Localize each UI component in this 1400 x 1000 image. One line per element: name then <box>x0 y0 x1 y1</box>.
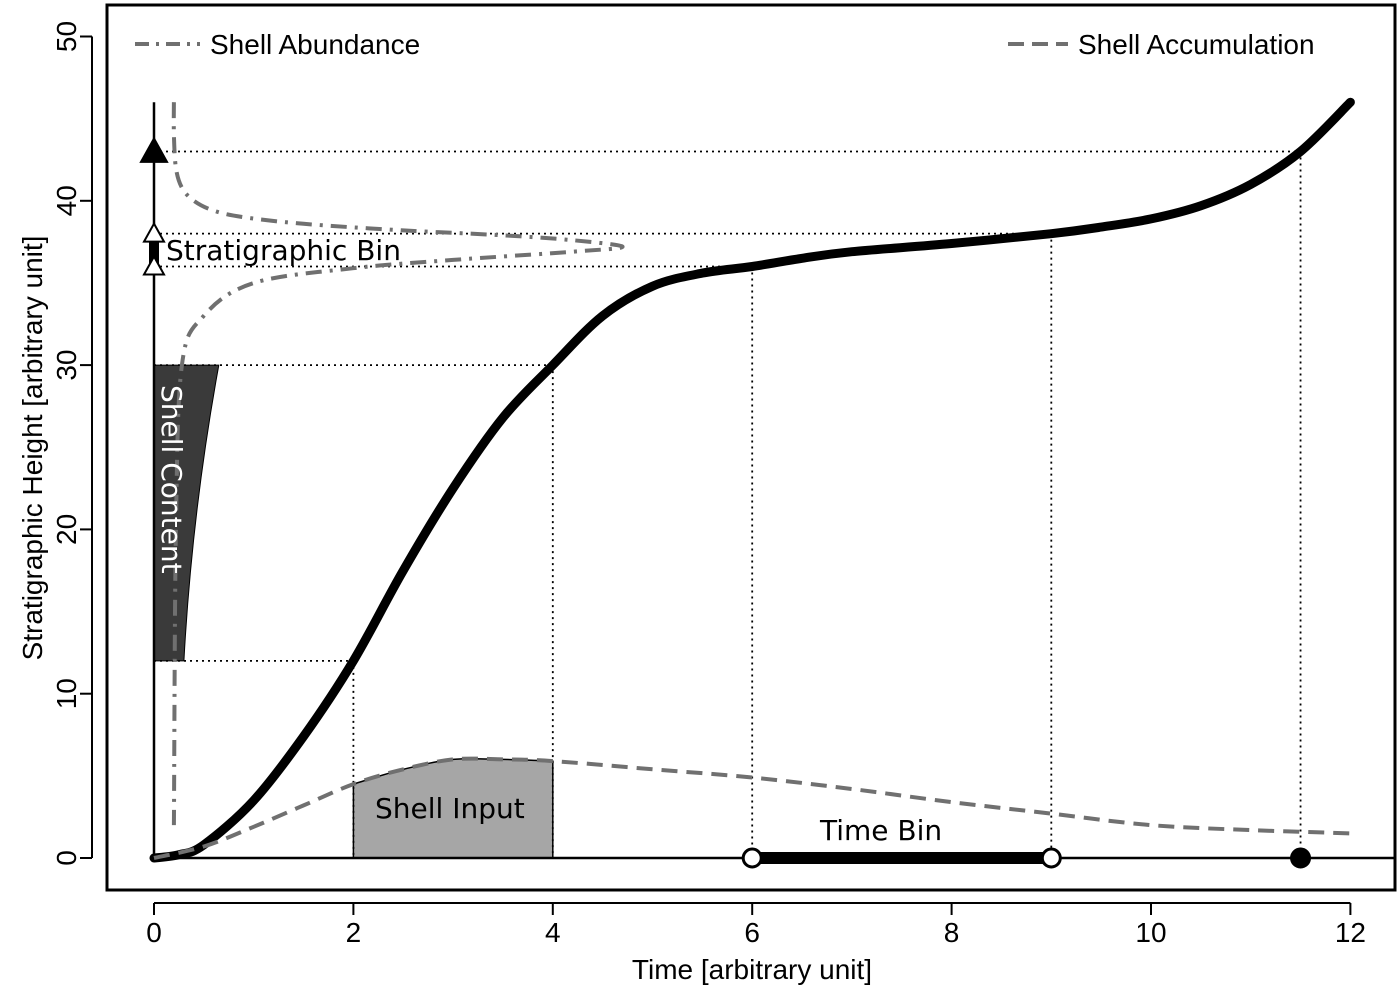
reference-lines <box>154 150 1302 858</box>
x-tick-label-2: 2 <box>346 917 362 948</box>
region-shell-content <box>153 364 220 662</box>
series-lines <box>149 97 1395 863</box>
annotation-stratigraphic-bin: Stratigraphic Bin <box>166 234 401 267</box>
x-tick-label-10: 10 <box>1135 917 1166 948</box>
x-tick-label-6: 6 <box>744 917 760 948</box>
marker-triangle-filled-0 <box>139 136 169 163</box>
annotation-shell-content: Shell Content <box>155 385 188 574</box>
y-tick-label-30: 30 <box>51 350 82 381</box>
x-axis-label: Time [arbitrary unit] <box>632 954 872 985</box>
x-tick-label-12: 12 <box>1335 917 1366 948</box>
marker-triangle-open-1 <box>142 221 166 243</box>
legend-label-shell-accumulation: Shell Accumulation <box>1078 29 1315 60</box>
axes: 0 2 4 6 8 10 12 0 10 20 30 40 50 <box>51 21 1366 948</box>
stratigraphic-bin-bar <box>149 233 159 267</box>
series-shell-accumulation <box>153 756 1351 860</box>
legend: Shell Abundance Shell Accumulation <box>135 29 1315 60</box>
marker-circle-open-3 <box>741 847 763 869</box>
y-tick-label-40: 40 <box>51 185 82 216</box>
marker-circle-filled-5 <box>1290 847 1312 869</box>
series-accumulation-curve <box>149 97 1355 863</box>
bins <box>149 233 1052 864</box>
x-tick-label-4: 4 <box>545 917 561 948</box>
y-tick-label-50: 50 <box>51 21 82 52</box>
marker-circle-open-4 <box>1040 847 1062 869</box>
plot-frame <box>105 3 1397 892</box>
y-axis-label: Stratigraphic Height [arbitrary unit] <box>17 236 48 661</box>
y-tick-label-10: 10 <box>51 678 82 709</box>
x-tick-label-0: 0 <box>146 917 162 948</box>
x-tick-label-8: 8 <box>944 917 960 948</box>
annotation-shell-input: Shell Input <box>375 792 525 825</box>
legend-label-shell-abundance: Shell Abundance <box>210 29 420 60</box>
y-tick-label-0: 0 <box>51 850 82 866</box>
markers <box>139 136 1312 869</box>
region-shell-input <box>352 757 554 859</box>
y-tick-label-20: 20 <box>51 514 82 545</box>
marker-triangle-open-2 <box>142 254 166 276</box>
series-shell-abundance <box>171 102 625 826</box>
annotation-time-bin: Time Bin <box>819 814 942 847</box>
shaded-regions <box>153 364 554 859</box>
